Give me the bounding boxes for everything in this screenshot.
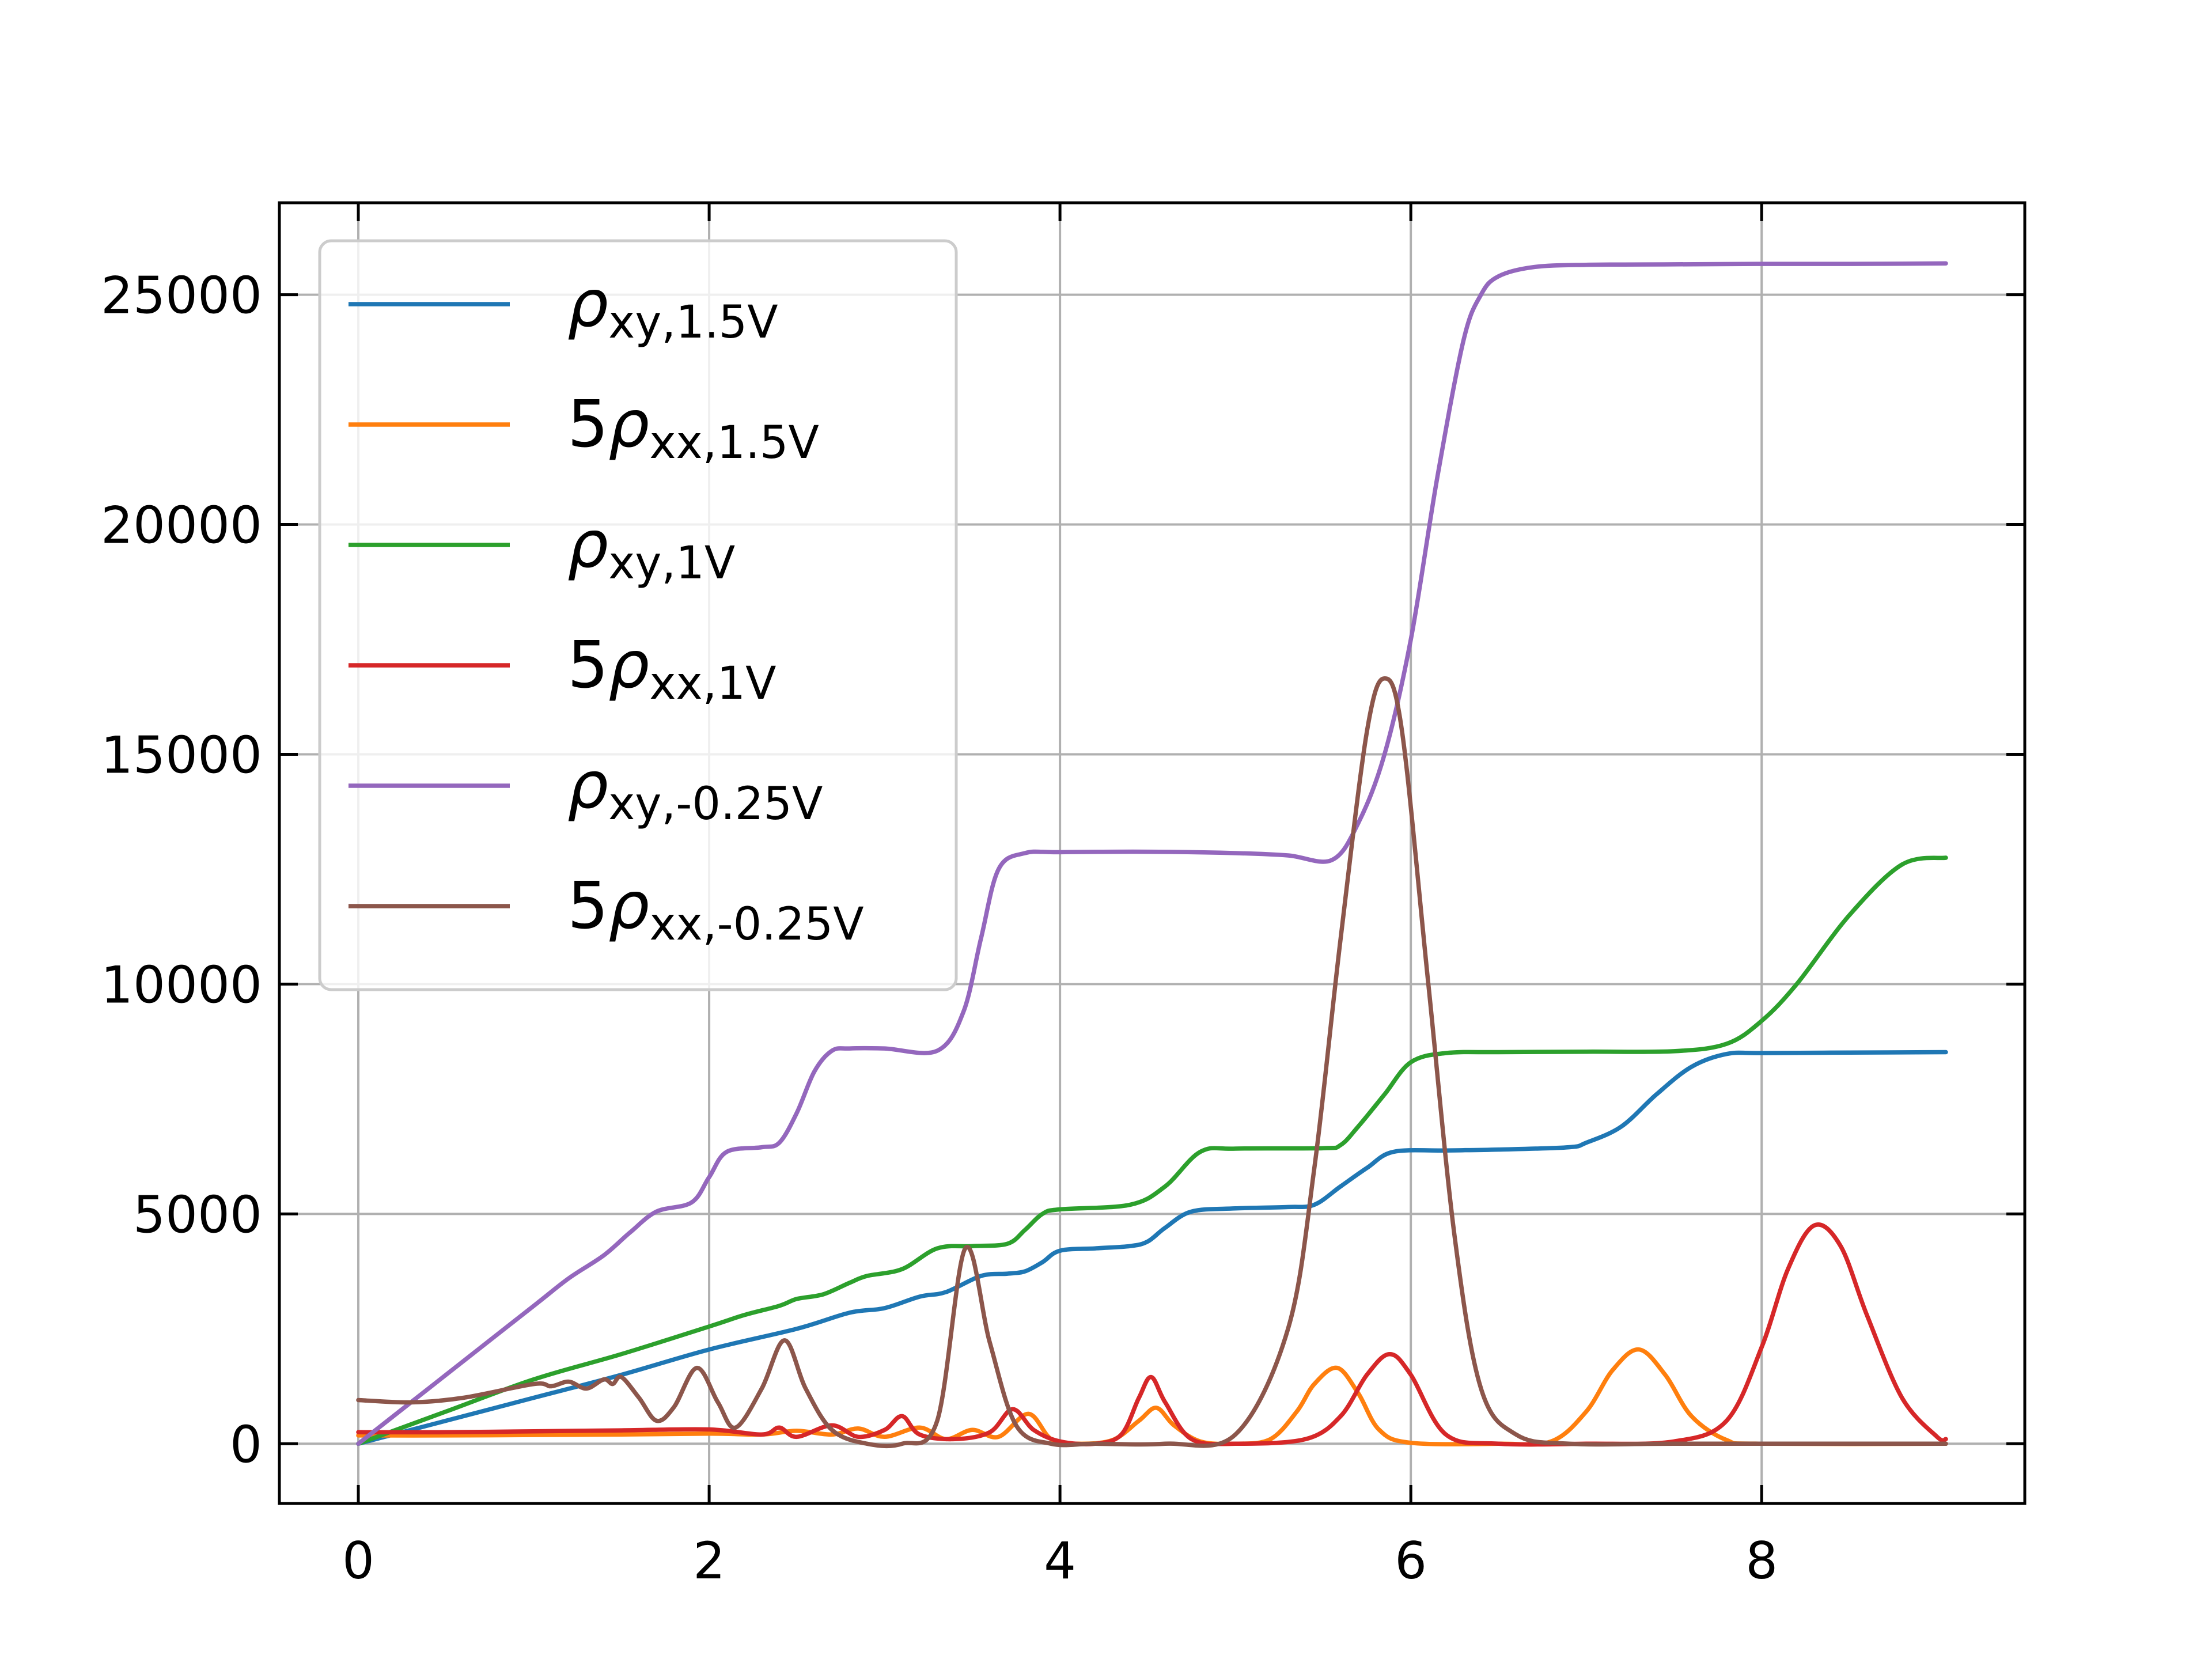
x-tick-label: 0 — [342, 1531, 374, 1590]
series-line-0 — [356, 1050, 1948, 1446]
axis-ticks — [279, 203, 2025, 1503]
legend-label-5: 5ρxx,-0.25V — [567, 869, 864, 950]
plot-series — [356, 261, 1948, 1449]
y-tick-label: 20000 — [101, 496, 262, 555]
legend-label-4: ρxy,-0.25V — [567, 748, 823, 830]
legend: ρxy,1.5V5ρxx,1.5Vρxy,1V5ρxx,1Vρxy,-0.25V… — [318, 239, 958, 991]
legend-box — [318, 239, 958, 991]
legend-label-symbol: ρ — [567, 267, 608, 342]
legend-label-subscript: xx,1V — [649, 658, 776, 710]
legend-label-1: 5ρxx,1.5V — [567, 387, 819, 469]
plot-frame — [278, 201, 2027, 1505]
y-tick-label: 10000 — [101, 955, 262, 1014]
legend-label-symbol: ρ — [567, 748, 608, 823]
y-tick-label: 0 — [230, 1415, 262, 1474]
legend-label-subscript: xy,1.5V — [608, 297, 778, 349]
x-tick-label: 4 — [1044, 1531, 1076, 1590]
legend-label-symbol: ρ — [608, 869, 649, 944]
x-tick-labels: 0 2 4 6 8 — [342, 1531, 1778, 1590]
legend-label-0: ρxy,1.5V — [567, 267, 778, 349]
legend-label-symbol: ρ — [567, 507, 608, 582]
legend-label-symbol: ρ — [608, 628, 649, 703]
series-line-3 — [356, 1222, 1948, 1447]
series-line-5 — [356, 676, 1948, 1449]
x-tick-label: 8 — [1745, 1531, 1778, 1590]
legend-label-prefix: 5 — [567, 869, 608, 944]
legend-label-symbol: ρ — [608, 387, 649, 462]
y-tick-label: 25000 — [101, 266, 262, 325]
legend-label-3: 5ρxx,1V — [567, 628, 776, 710]
legend-label-2: ρxy,1V — [567, 507, 735, 589]
y-tick-labels: 0 5000 10000 15000 20000 25000 — [101, 266, 262, 1475]
y-tick-label: 15000 — [101, 725, 262, 785]
x-tick-label: 2 — [693, 1531, 725, 1590]
legend-label-prefix: 5 — [567, 628, 608, 703]
series-line-4 — [356, 261, 1948, 1446]
x-tick-label: 6 — [1395, 1531, 1427, 1590]
series-line-2 — [356, 855, 1948, 1446]
legend-label-subscript: xx,-0.25V — [649, 899, 863, 950]
y-tick-label: 5000 — [133, 1185, 262, 1244]
legend-label-subscript: xy,1V — [608, 537, 735, 589]
legend-label-subscript: xx,1.5V — [649, 417, 819, 469]
legend-label-prefix: 5 — [567, 387, 608, 462]
legend-label-subscript: xy,-0.25V — [608, 778, 823, 830]
